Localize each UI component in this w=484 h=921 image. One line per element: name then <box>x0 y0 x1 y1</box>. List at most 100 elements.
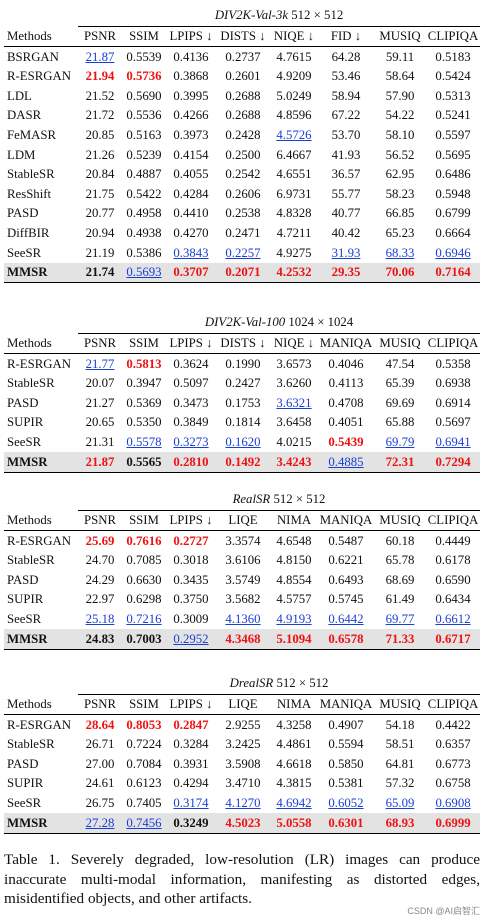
cell-value: 0.5690 <box>126 88 162 103</box>
cell-value: 0.2688 <box>225 108 261 123</box>
second-best-value: 0.6612 <box>435 611 471 626</box>
best-value: 0.1492 <box>225 454 261 469</box>
dataset-title: DIV2K-Val-100 1024 × 1024 <box>78 313 480 333</box>
table-cell: 4.7211 <box>270 224 318 244</box>
method-name: LDL <box>7 88 32 103</box>
cell-value: 21.52 <box>85 88 115 103</box>
method-name: R-ESRGAN <box>7 69 71 84</box>
table-row: SUPIR 22.97 0.6298 0.3750 3.5682 4.5757 0.5745… <box>4 590 480 610</box>
table-cell: 0.5690 <box>122 86 166 106</box>
cell-value: 58.94 <box>331 88 361 103</box>
cell-value: 0.5163 <box>126 127 162 142</box>
cell-value: 24.29 <box>85 572 115 587</box>
table-cell: 0.3249 <box>166 813 216 834</box>
best-value: 0.2071 <box>225 265 261 280</box>
table-cell: 0.6612 <box>426 610 480 630</box>
cell-value: 0.6486 <box>435 167 471 182</box>
method-name: DiffBIR <box>7 225 50 240</box>
table-cell: 27.00 <box>78 754 122 774</box>
table-cell: 0.1814 <box>216 413 270 433</box>
cell-value: 0.3473 <box>173 395 209 410</box>
table-cell: 3.3574 <box>216 531 270 551</box>
second-best-value: 69.77 <box>385 611 415 626</box>
table-cell: 4.8150 <box>270 551 318 571</box>
cell-value: 3.5749 <box>225 572 261 587</box>
cell-value: 58.10 <box>385 127 415 142</box>
cell-value: 0.6914 <box>435 395 471 410</box>
table-cell: 0.2727 <box>166 531 216 551</box>
best-value: 0.2810 <box>173 454 209 469</box>
cell-value: 21.19 <box>85 245 115 260</box>
method-name: StableSR <box>7 737 55 752</box>
table-row: LDL 21.52 0.5690 0.3995 0.2688 5.0249 58.94 57.… <box>4 86 480 106</box>
cell-value: 4.3258 <box>276 717 312 732</box>
table-cell: 0.7294 <box>426 452 481 473</box>
cell-value: 65.88 <box>385 415 415 430</box>
table-cell: 62.95 <box>374 165 426 185</box>
table-cell: 0.2688 <box>216 106 270 126</box>
table-cell: 3.6260 <box>270 374 318 394</box>
table-cell: 0.6357 <box>426 735 480 755</box>
table-cell: 0.3973 <box>166 126 216 146</box>
table-cell: 0.6301 <box>318 813 374 834</box>
table-cell: 0.7003 <box>122 629 166 650</box>
table-cell: 21.75 <box>78 184 122 204</box>
cell-value: 0.5239 <box>126 147 162 162</box>
second-best-value: 25.18 <box>85 611 115 626</box>
cell-value: 54.22 <box>385 108 415 123</box>
method-name: SeeSR <box>7 795 42 810</box>
method-name: BSRGAN <box>7 49 59 64</box>
cell-value: 21.31 <box>85 434 115 449</box>
method-name: MMSR <box>4 452 78 473</box>
best-value: 0.2727 <box>173 533 209 548</box>
cell-value: 0.4410 <box>173 206 209 221</box>
cell-value: 4.8328 <box>276 206 312 221</box>
dataset-title: DIV2K-Val-3k 512 × 512 <box>78 6 480 26</box>
table-cell: 0.6999 <box>426 813 481 834</box>
cell-value: 2.9255 <box>225 717 261 732</box>
best-value: 0.5439 <box>328 434 364 449</box>
table-cell: 0.2471 <box>216 224 270 244</box>
dataset-resolution: 512 × 512 <box>291 8 344 23</box>
second-best-value: 0.5693 <box>126 265 162 280</box>
cell-value: 0.3018 <box>173 553 209 568</box>
second-best-value: 68.33 <box>385 245 415 260</box>
cell-value: 40.42 <box>331 225 361 240</box>
cell-value: 0.5424 <box>435 69 471 84</box>
cell-value: 0.2538 <box>225 206 261 221</box>
table-cell: 0.3868 <box>166 67 216 87</box>
table-cell: 40.77 <box>318 204 374 224</box>
cell-value: 4.6618 <box>276 756 312 771</box>
cell-value: 0.4708 <box>328 395 364 410</box>
cell-value: 62.95 <box>385 167 415 182</box>
best-value: 4.3468 <box>225 631 261 646</box>
best-value: 0.7616 <box>126 533 162 548</box>
table-cell: 3.6458 <box>270 413 318 433</box>
table-cell: 0.1753 <box>216 393 270 413</box>
column-header: PSNR <box>78 509 122 532</box>
second-best-value: 0.2257 <box>225 245 261 260</box>
cell-value: 0.2471 <box>225 225 261 240</box>
table-cell: 0.5097 <box>166 374 216 394</box>
cell-value: 0.1753 <box>225 395 261 410</box>
cell-value: 0.6298 <box>126 592 162 607</box>
second-best-value: 0.6941 <box>435 434 471 449</box>
table-cell: 55.77 <box>318 184 374 204</box>
cell-value: 3.6458 <box>276 415 312 430</box>
cell-value: 0.7405 <box>126 795 162 810</box>
table-row: StableSR 20.07 0.3947 0.5097 0.2427 3.6260 0.4… <box>4 374 480 394</box>
column-header: CLIPIQA <box>426 509 481 532</box>
table-row: R-ESRGAN 21.94 0.5736 0.3868 0.2601 4.9209 53.… <box>4 67 480 87</box>
cell-value: 4.3815 <box>276 776 312 791</box>
column-header: MANIQA <box>318 693 374 716</box>
highlight-row: MMSR 24.83 0.7003 0.2952 4.3468 5.1094 0.6578 7… <box>4 629 481 650</box>
second-best-value: 0.3174 <box>173 795 209 810</box>
table-cell: 0.2071 <box>216 262 270 284</box>
table-row: R-ESRGAN 28.64 0.8053 0.2847 2.9255 4.3258 0.4… <box>4 715 480 735</box>
cell-value: 4.9209 <box>276 69 312 84</box>
table-cell: 0.2257 <box>216 243 270 263</box>
table-cell: 0.2428 <box>216 126 270 146</box>
dataset-resolution: 512 × 512 <box>276 676 329 691</box>
cell-value: 0.4284 <box>173 186 209 201</box>
table-cell: 4.5726 <box>270 126 318 146</box>
